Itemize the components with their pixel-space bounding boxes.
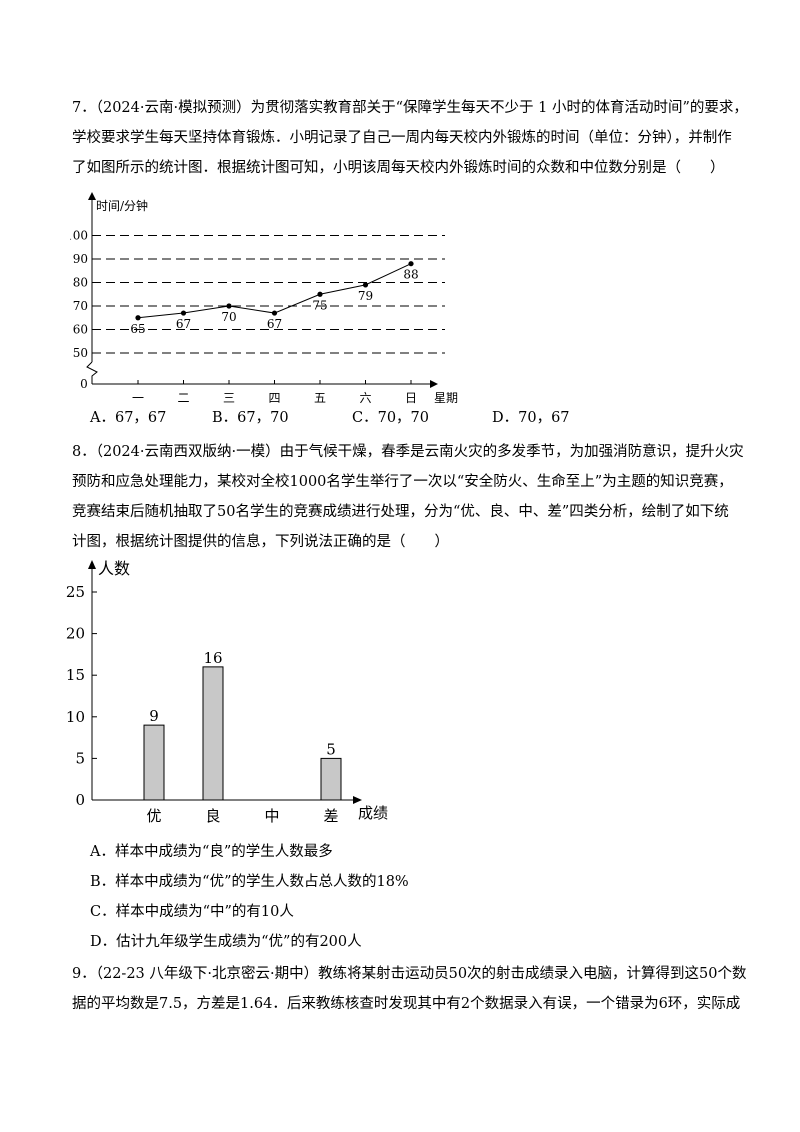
x-tick-label: 一 — [132, 391, 144, 405]
data-point — [408, 261, 414, 267]
data-point — [362, 282, 369, 288]
data-point — [271, 310, 278, 316]
x-tick-label: 日 — [405, 391, 417, 405]
data-point — [135, 315, 141, 321]
q7-line-1: 7．（2024·云南·模拟预测）为贯彻落实教育部关于“保障学生每天不少于 1 小… — [72, 100, 748, 116]
x-axis-arrow — [430, 380, 438, 388]
bar-value-label: 16 — [203, 649, 222, 667]
x-axis-arrow — [353, 796, 362, 804]
q7-line-2: 学校要求学生每天坚持体育锻炼．小明记录了自己一周内每天校内外锻炼的时间（单位：分… — [72, 130, 732, 146]
y-tick-label: 15 — [66, 666, 85, 684]
bar-value-label: 9 — [149, 707, 159, 725]
y-tick-label: 90 — [73, 252, 88, 266]
data-label: 67 — [176, 317, 191, 331]
q8-line-1: 8．（2024·云南西双版纳·一模）由于气候干燥，春季是云南火灾的多发季节，为加… — [72, 444, 744, 460]
x-tick-label: 三 — [223, 391, 235, 405]
data-point — [317, 291, 323, 297]
y-tick-label: 10 — [66, 708, 85, 726]
x-tick-label: 四 — [268, 391, 280, 405]
bar — [202, 666, 224, 801]
x-tick-label: 六 — [359, 391, 371, 405]
axis-break — [86, 361, 98, 384]
x-tick-label: 良 — [205, 807, 220, 825]
y-axis-arrow — [88, 560, 96, 569]
q8-option-a: A．样本中成绩为“良”的学生人数最多 — [90, 844, 333, 860]
q7-line-3: 了如图所示的统计图．根据统计图可知，小明该周每天校内外锻炼时间的众数和中位数分别… — [72, 160, 725, 176]
x-tick-label: 差 — [323, 807, 338, 825]
y-tick-label: 70 — [73, 299, 88, 313]
x-tick-label: 优 — [146, 807, 161, 825]
data-label: 67 — [267, 317, 282, 331]
data-point — [180, 310, 187, 316]
x-tick-label: 中 — [264, 807, 279, 825]
q7-option-b: B．67，70 — [212, 410, 289, 426]
q8-line-3: 竞赛结束后随机抽取了50名学生的竞赛成绩进行处理，分为“优、良、中、差”四类分析… — [72, 504, 729, 520]
q7-option-a: A．67，67 — [90, 410, 167, 426]
bar — [143, 724, 165, 801]
data-label: 70 — [221, 310, 236, 324]
data-label: 88 — [403, 268, 418, 282]
y-axis-arrow — [88, 192, 96, 200]
q8-option-b: B．样本中成绩为“优”的学生人数占总人数的18% — [90, 874, 409, 890]
y-tick-label: 25 — [66, 583, 85, 601]
y-tick-label: 50 — [73, 346, 88, 360]
q8-option-c: C．样本中成绩为“中”的有10人 — [90, 904, 294, 920]
data-label: 79 — [358, 289, 373, 303]
y-tick-label: 5 — [75, 749, 85, 767]
q8-line-4: 计图，根据统计图提供的信息，下列说法正确的是（ ） — [72, 534, 449, 550]
q8-option-d: D．估计九年级学生成绩为“优”的有200人 — [90, 934, 362, 950]
origin-label: 0 — [80, 377, 88, 391]
y-tick-label: 100 — [70, 229, 88, 243]
bar — [320, 757, 342, 801]
q7-option-d: D．70，67 — [492, 410, 570, 426]
y-tick-label: 20 — [66, 625, 85, 643]
y-axis-label: 人数 — [98, 559, 130, 578]
q9-line-1: 9．（22-23 八年级下·北京密云·期中）教练将某射击运动员50次的射击成绩录… — [72, 966, 747, 982]
data-label: 65 — [130, 322, 145, 336]
q8-line-2: 预防和应急处理能力，某校对全校1000名学生举行了一次以“安全防火、生命至上”为… — [72, 474, 733, 490]
y-tick-label: 60 — [73, 323, 88, 337]
y-tick-label: 80 — [73, 276, 88, 290]
y-axis-label: 时间/分钟 — [96, 198, 148, 213]
x-axis-label: 成绩 — [358, 804, 388, 822]
x-axis-label: 星期 — [434, 391, 458, 405]
data-label: 75 — [312, 298, 327, 312]
x-tick-label: 二 — [177, 391, 189, 405]
data-point — [226, 303, 232, 309]
q9-line-2: 据的平均数是7.5，方差是1.64．后来教练核查时发现其中有2个数据录入有误，一… — [72, 996, 741, 1012]
x-tick-label: 五 — [314, 391, 326, 405]
bar-value-label: 5 — [326, 740, 336, 758]
q7-option-c: C．70，70 — [352, 410, 429, 426]
y-tick-label: 0 — [75, 791, 85, 809]
